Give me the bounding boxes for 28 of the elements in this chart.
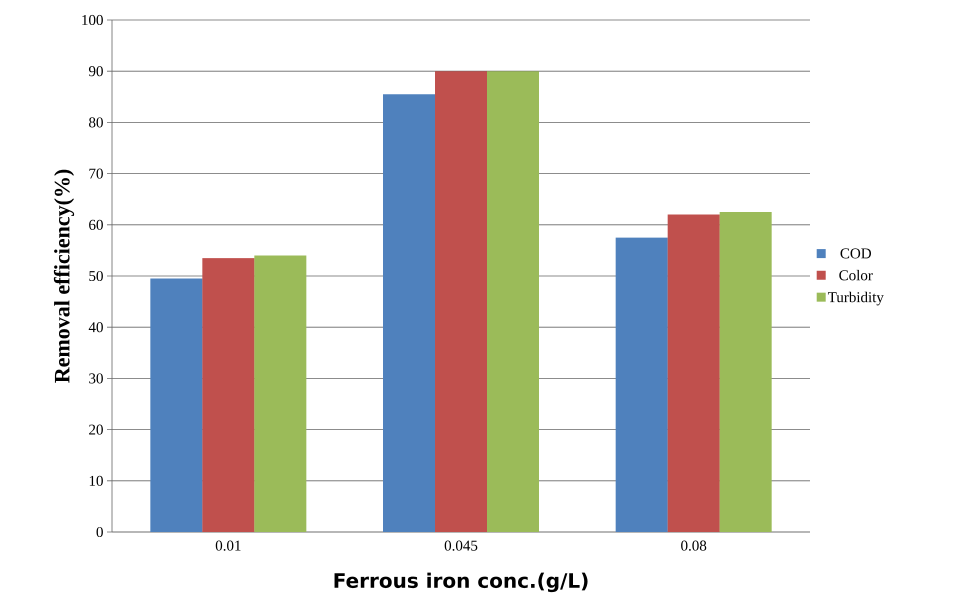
bar xyxy=(668,214,720,532)
bar xyxy=(150,278,202,532)
y-tick-label: 30 xyxy=(89,373,103,384)
y-tick-label: 40 xyxy=(88,322,103,332)
y-tick-label: 50 xyxy=(89,270,103,282)
y-tick-label: 10 xyxy=(90,476,103,486)
y-tick-label: 0 xyxy=(96,526,103,538)
x-axis-title: Ferrous iron conc.(g/L) xyxy=(334,572,588,592)
y-tick-label: 90 xyxy=(88,66,103,76)
x-tick-label: 0.045 xyxy=(444,540,478,551)
legend-label: Turbidity xyxy=(828,292,884,306)
bar xyxy=(383,94,436,532)
legend-label: Color xyxy=(839,270,873,280)
bar xyxy=(720,212,772,532)
bar xyxy=(202,258,254,532)
y-axis-title: Removal efficiency(%) xyxy=(54,170,74,383)
x-tick-label: 0.01 xyxy=(216,540,241,551)
y-tick-label: 100 xyxy=(82,14,103,26)
y-tick-label: 70 xyxy=(89,168,103,179)
legend-label: COD xyxy=(840,248,871,258)
y-tick-label: 20 xyxy=(89,424,103,435)
bar xyxy=(254,256,306,532)
bar xyxy=(487,71,540,532)
bar xyxy=(616,238,668,532)
y-tick-label: 80 xyxy=(89,117,103,128)
x-tick-label: 0.08 xyxy=(681,540,706,551)
bar xyxy=(435,71,488,532)
y-tick-label: 60 xyxy=(89,220,103,230)
